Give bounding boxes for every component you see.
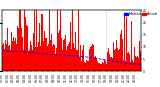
Legend: Median, Actual: Median, Actual [124, 12, 158, 16]
